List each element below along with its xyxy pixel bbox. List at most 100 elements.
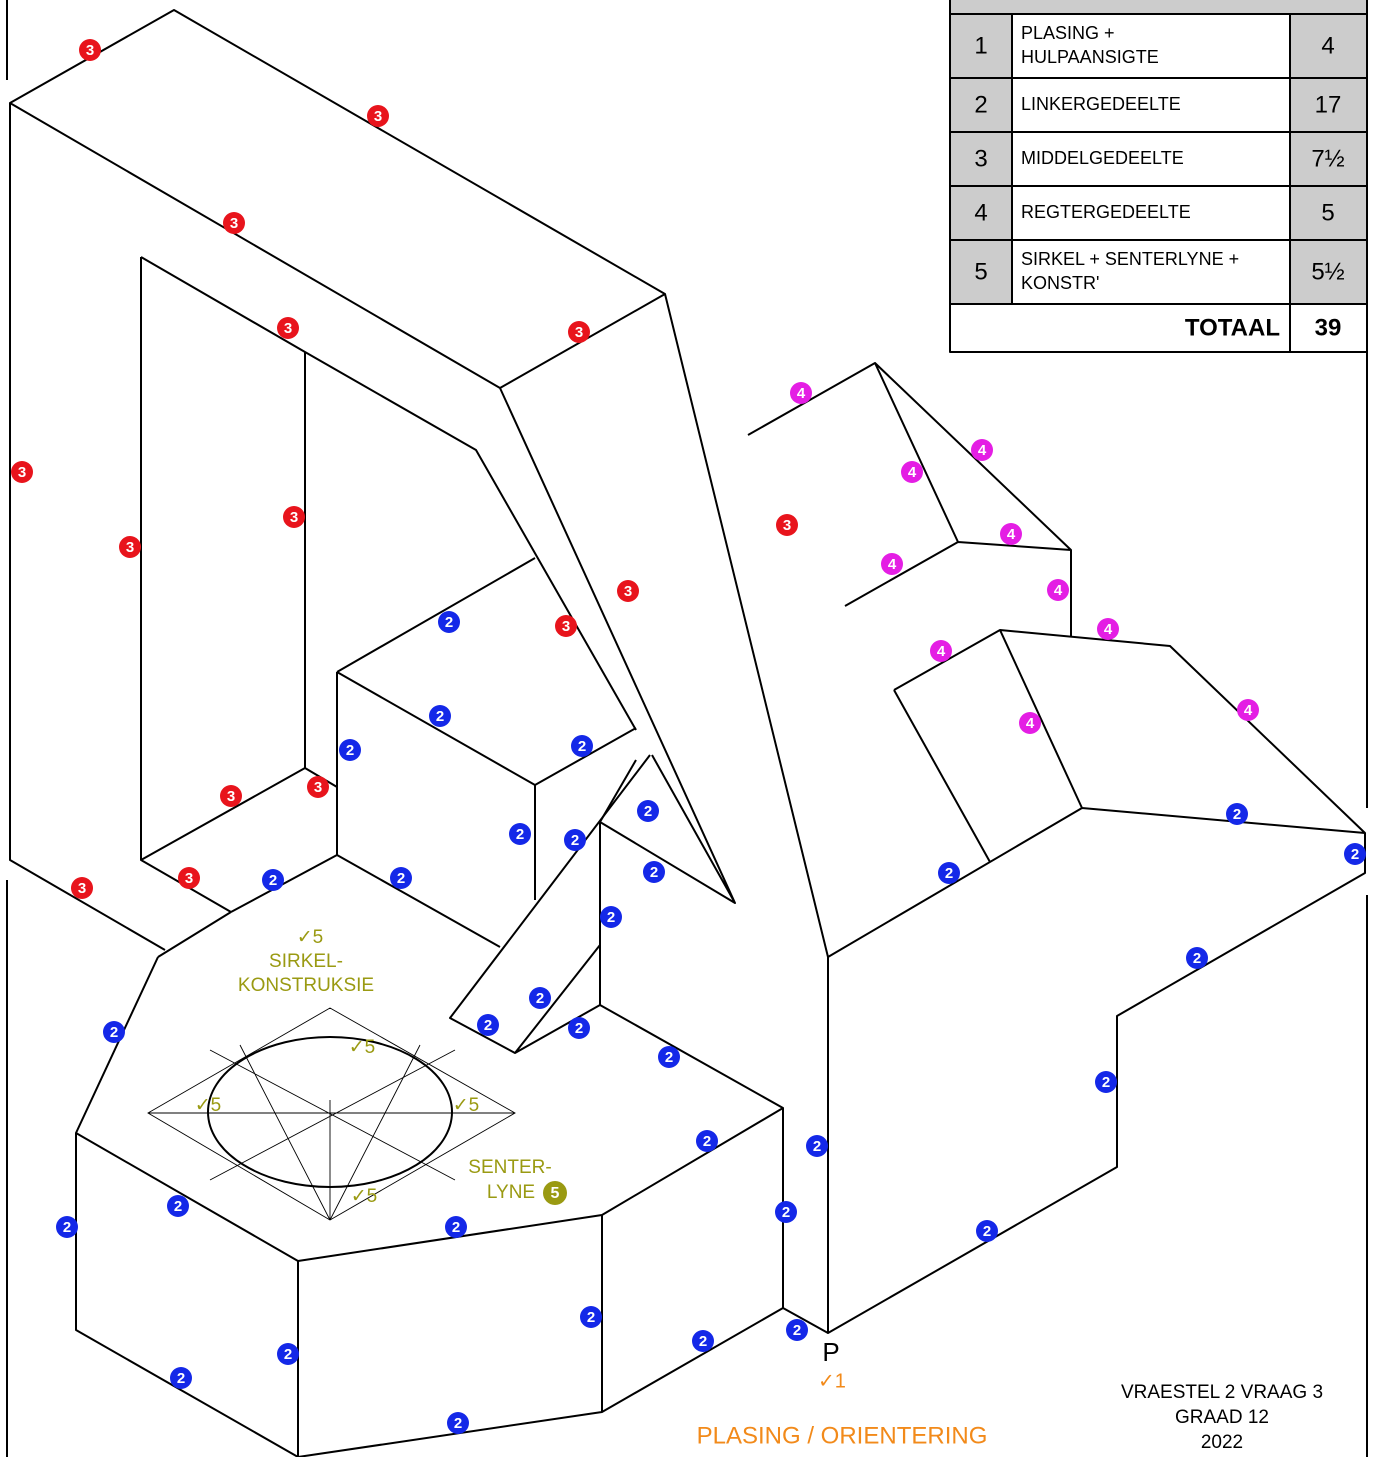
row-item: MIDDELGEDEELTE xyxy=(1021,148,1184,168)
marker-text: 2 xyxy=(650,864,658,881)
score-marker: 3 xyxy=(277,317,299,339)
score-marker: 2 xyxy=(976,1220,998,1242)
texts: ✓5 SIRKEL- KONSTRUKSIE ✓5 ✓5 ✓5 ✓5 SENTE… xyxy=(195,314,1342,1453)
score-marker: 2 xyxy=(56,1216,78,1238)
marker-text: 3 xyxy=(290,509,298,526)
marker-text: 3 xyxy=(18,464,26,481)
score-marker: 2 xyxy=(429,705,451,727)
row-item: KONSTR' xyxy=(1021,273,1099,293)
score-marker: 2 xyxy=(786,1319,808,1341)
marker-text: 2 xyxy=(1351,846,1359,863)
score-marker: 2 xyxy=(390,867,412,889)
score-marker: 2 xyxy=(277,1343,299,1365)
marker-text: 2 xyxy=(983,1223,991,1240)
placement-label: PLASING / ORIENTERING xyxy=(697,1422,988,1449)
marker-text: 2 xyxy=(284,1346,292,1363)
score-marker: 2 xyxy=(447,1412,469,1434)
marker-text: 2 xyxy=(945,865,953,882)
check: ✓5 xyxy=(297,927,324,948)
score-marker: 2 xyxy=(571,735,593,757)
score-marker: 3 xyxy=(220,785,242,807)
row-marks: 4 xyxy=(1321,32,1334,59)
score-marker: 4 xyxy=(901,461,923,483)
score-marker: 4 xyxy=(881,553,903,575)
score-marker: 2 xyxy=(529,987,551,1009)
score-marker: 2 xyxy=(170,1367,192,1389)
row-item: HULPAANSIGTE xyxy=(1021,47,1159,67)
marker-text: 3 xyxy=(86,42,94,59)
marker-text: 2 xyxy=(536,990,544,1007)
score-marker: 2 xyxy=(1344,843,1366,865)
total-value: 39 xyxy=(1315,314,1342,341)
marker-text: 2 xyxy=(578,738,586,755)
marker-text: 4 xyxy=(797,385,806,402)
row-item: SIRKEL + SENTERLYNE + xyxy=(1021,249,1239,269)
score-marker: 4 xyxy=(1000,523,1022,545)
score-marker: 4 xyxy=(1019,712,1041,734)
score-marker: 2 xyxy=(445,1216,467,1238)
marker-text: 2 xyxy=(516,826,524,843)
row-marks: 17 xyxy=(1315,91,1342,118)
marker-text: 2 xyxy=(454,1415,462,1432)
check: ✓5 xyxy=(195,1095,222,1116)
annotation: SENTER- xyxy=(468,1157,551,1178)
marker-text: 4 xyxy=(1026,715,1035,732)
score-marker: 2 xyxy=(509,823,531,845)
annotation: SIRKEL- xyxy=(269,951,343,972)
score-marker: 3 xyxy=(617,580,639,602)
footer: 2022 xyxy=(1201,1432,1243,1453)
score-marker: 2 xyxy=(167,1195,189,1217)
marker-text: 3 xyxy=(227,788,235,805)
score-marker: 3 xyxy=(367,105,389,127)
marker-text: 2 xyxy=(575,1020,583,1037)
score-marker: 2 xyxy=(438,611,460,633)
marker-text: 2 xyxy=(571,832,579,849)
marker-text: 3 xyxy=(314,779,322,796)
score-marker: 3 xyxy=(776,514,798,536)
marker-text: 2 xyxy=(484,1017,492,1034)
marker-text: 2 xyxy=(813,1138,821,1155)
annotation: KONSTRUKSIE xyxy=(238,975,374,996)
marker-text: 2 xyxy=(63,1219,71,1236)
row-number: 2 xyxy=(974,91,987,118)
score-marker: 3 xyxy=(11,461,33,483)
marker-text: 2 xyxy=(269,872,277,889)
score-marker: 2 xyxy=(262,869,284,891)
marker-text: 2 xyxy=(607,909,615,926)
point-label: P xyxy=(822,1337,839,1367)
score-marker: 2 xyxy=(580,1306,602,1328)
marker-text: 2 xyxy=(174,1198,182,1215)
score-marker: 2 xyxy=(643,861,665,883)
score-marker: 3 xyxy=(178,867,200,889)
check: ✓5 xyxy=(453,1095,480,1116)
annotation: LYNE xyxy=(487,1182,535,1203)
marker-text: 4 xyxy=(1007,526,1016,543)
row-marks: 7½ xyxy=(1311,145,1344,172)
score-marker: 3 xyxy=(223,212,245,234)
marker-text: 4 xyxy=(1244,702,1253,719)
marker-text: 3 xyxy=(126,539,134,556)
mark-badge-text: 5 xyxy=(551,1185,560,1202)
row-number: 3 xyxy=(974,145,987,172)
score-marker: 2 xyxy=(564,829,586,851)
check: ✓5 xyxy=(349,1037,376,1058)
marker-text: 2 xyxy=(397,870,405,887)
score-marker: 2 xyxy=(775,1201,797,1223)
marker-text: 2 xyxy=(644,803,652,820)
row-number: 5 xyxy=(974,258,987,285)
marker-text: 2 xyxy=(1233,806,1241,823)
score-marker: 2 xyxy=(339,739,361,761)
score-marker: 3 xyxy=(119,536,141,558)
score-marker: 3 xyxy=(79,39,101,61)
score-marker: 2 xyxy=(568,1017,590,1039)
marker-text: 4 xyxy=(908,464,917,481)
row-item: REGTERGEDEELTE xyxy=(1021,202,1191,222)
score-marker: 2 xyxy=(696,1130,718,1152)
score-marker: 3 xyxy=(555,615,577,637)
score-marker: 2 xyxy=(1186,947,1208,969)
row-marks: 5½ xyxy=(1311,258,1344,285)
marker-text: 3 xyxy=(575,324,583,341)
score-marker: 2 xyxy=(938,862,960,884)
marker-text: 3 xyxy=(783,517,791,534)
score-marker: 2 xyxy=(1095,1071,1117,1093)
